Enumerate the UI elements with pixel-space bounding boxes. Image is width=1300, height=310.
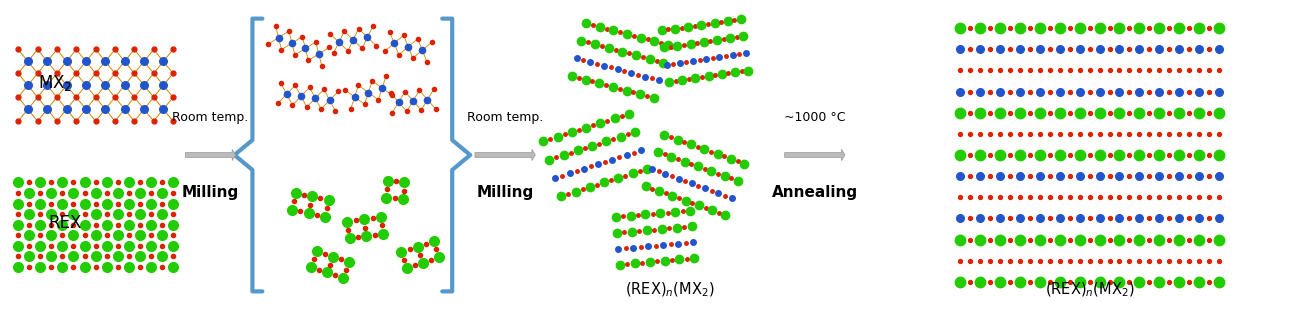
Text: Annealing: Annealing bbox=[772, 185, 858, 200]
Text: MX$_2$: MX$_2$ bbox=[38, 73, 73, 93]
Text: (REX)$_n$(MX$_2$): (REX)$_n$(MX$_2$) bbox=[625, 280, 715, 299]
Text: (REX)$_n$(MX$_2$): (REX)$_n$(MX$_2$) bbox=[1045, 280, 1135, 299]
Text: Milling: Milling bbox=[182, 185, 239, 200]
Text: Room temp.: Room temp. bbox=[467, 111, 543, 124]
Text: Milling: Milling bbox=[477, 185, 534, 200]
Text: REX: REX bbox=[48, 214, 82, 232]
Text: ~1000 °C: ~1000 °C bbox=[784, 111, 845, 124]
Text: Room temp.: Room temp. bbox=[173, 111, 248, 124]
